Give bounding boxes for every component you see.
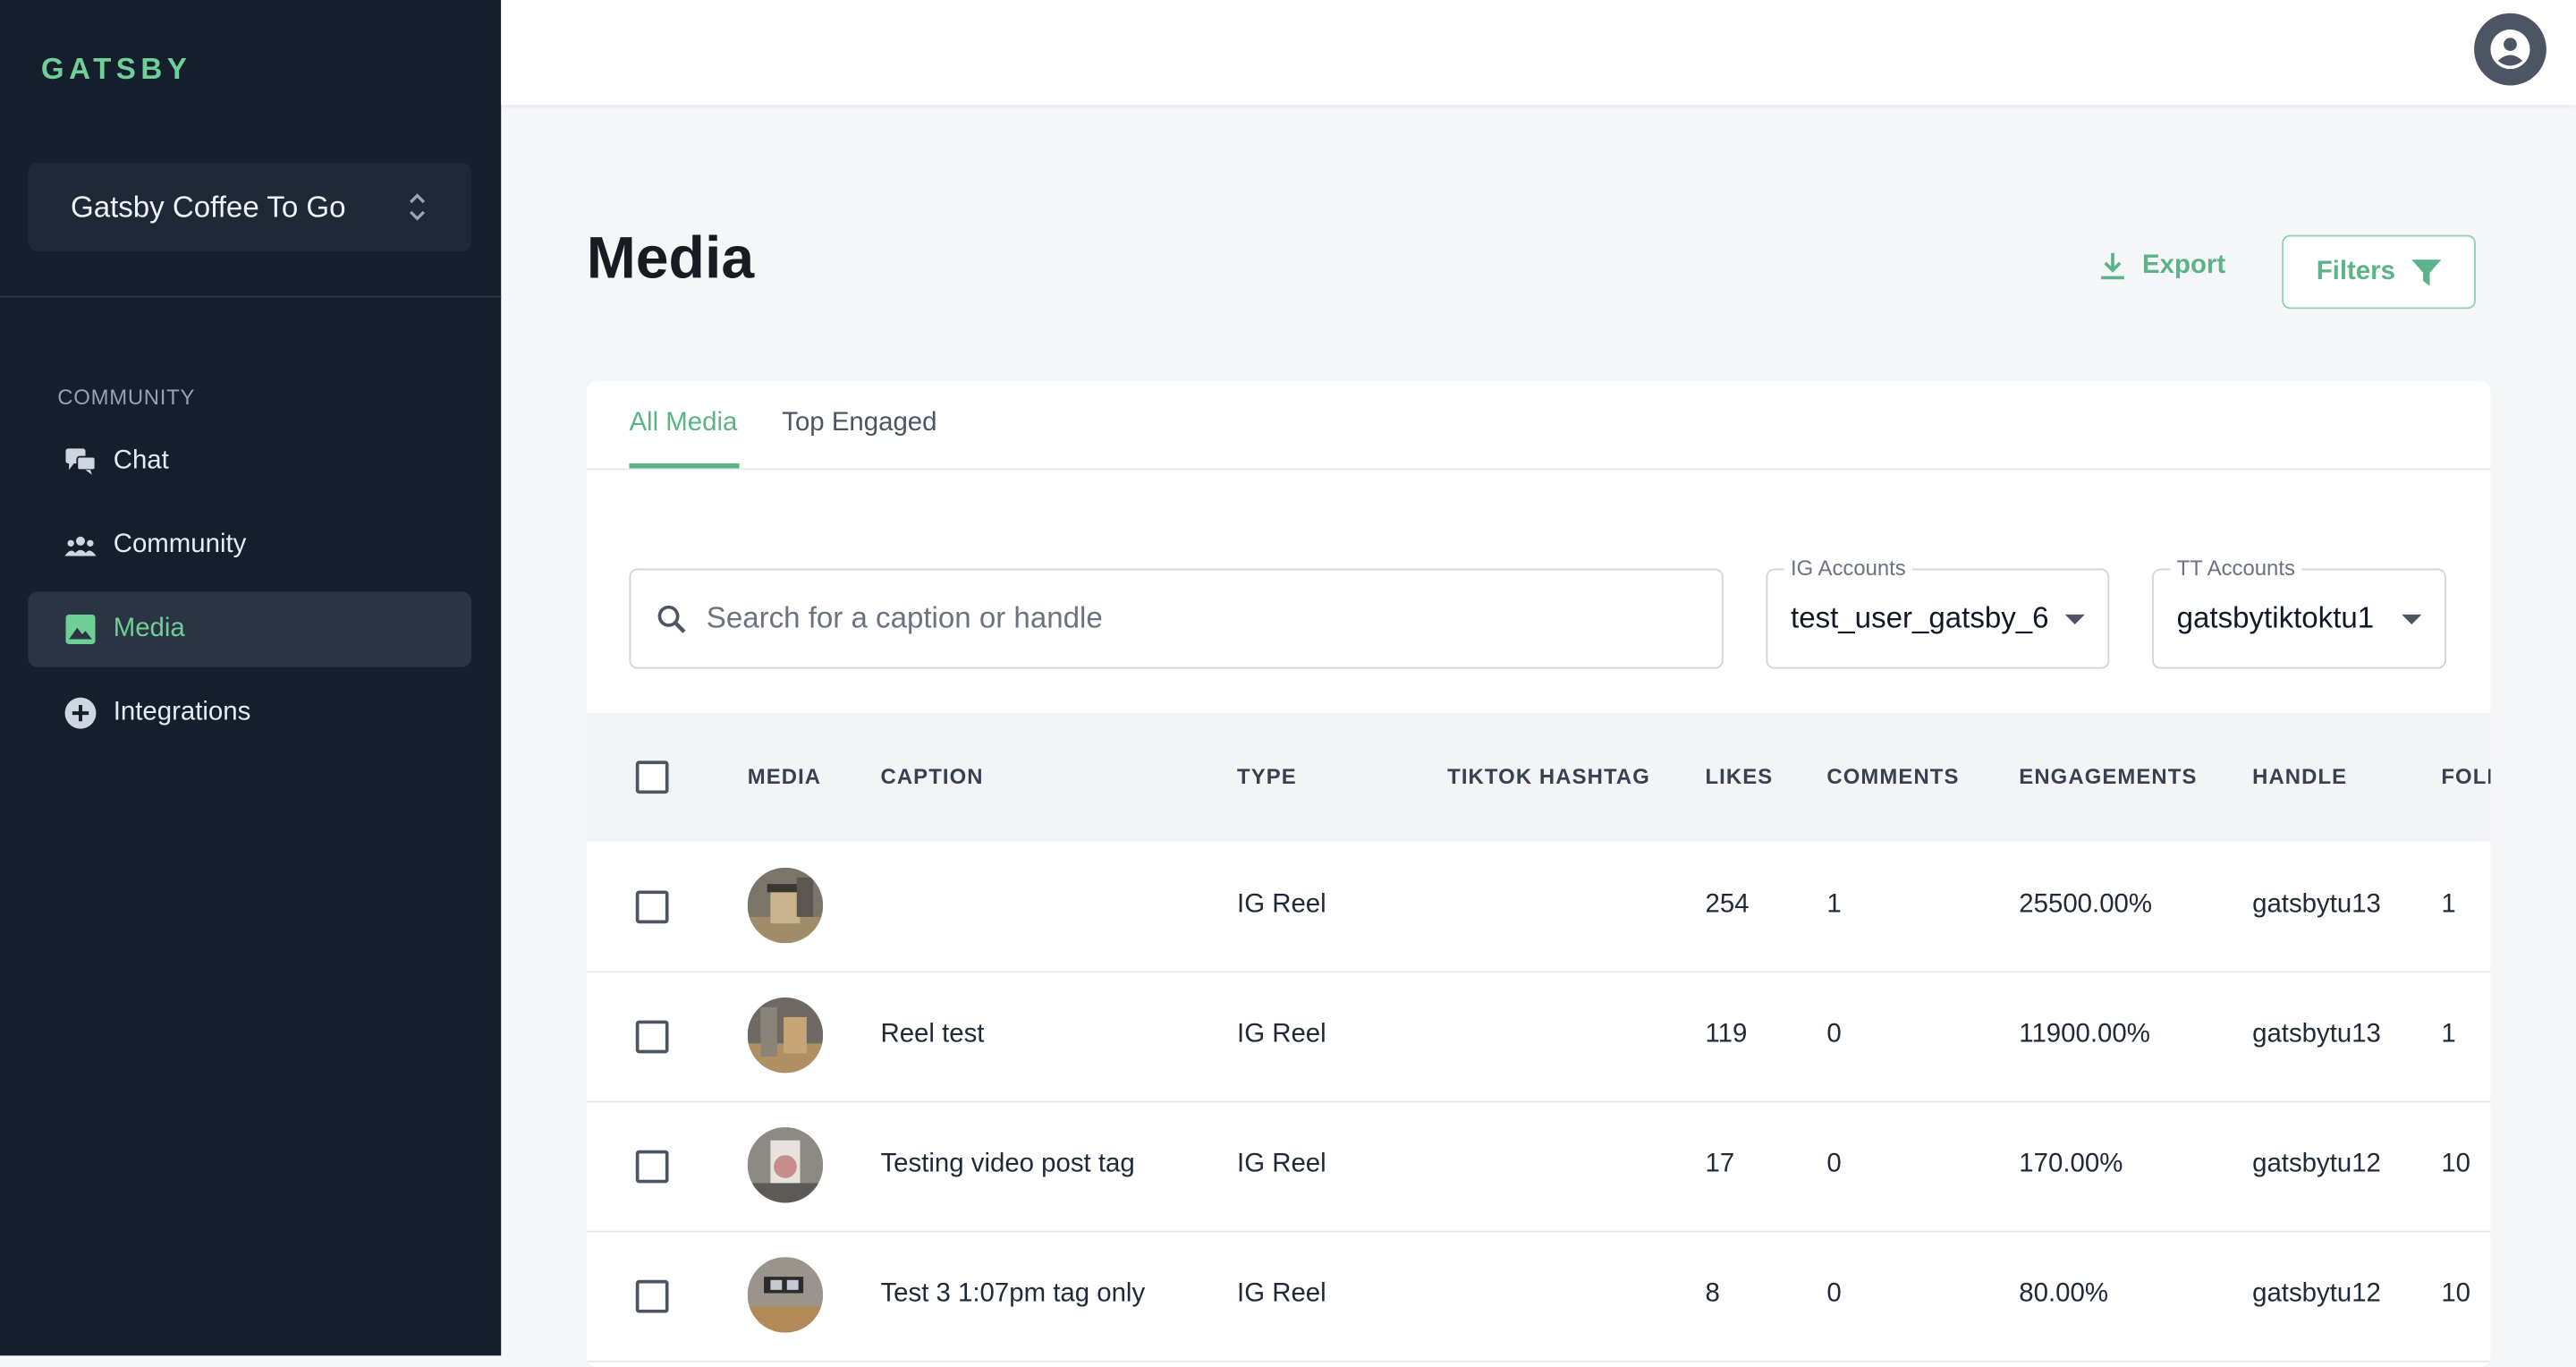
column-header-media[interactable]: MEDIA — [747, 764, 822, 789]
cell-engagements: 170.00% — [2019, 1150, 2123, 1178]
media-thumbnail[interactable] — [747, 1257, 824, 1333]
row-checkbox[interactable] — [635, 890, 669, 924]
column-header-followers[interactable]: FOLL — [2441, 764, 2490, 789]
sidebar-divider — [0, 295, 502, 298]
search-input[interactable] — [703, 599, 1631, 638]
column-header-caption[interactable]: CAPTION — [880, 764, 984, 789]
cell-engagements: 25500.00% — [2019, 890, 2153, 919]
cell-followers: 1 — [2441, 1020, 2456, 1049]
workspace-name: Gatsby Coffee To Go — [70, 190, 346, 223]
cell-followers: 1 — [2441, 890, 2456, 919]
cell-followers: 10 — [2441, 1150, 2471, 1178]
cell-handle: gatsbytu12 — [2252, 1150, 2381, 1178]
tt-accounts-select[interactable]: TT Accounts gatsbytiktoktu1 — [2152, 555, 2446, 669]
cell-handle: gatsbytu12 — [2252, 1279, 2381, 1309]
top-bar — [501, 0, 2576, 106]
export-button[interactable]: Export — [2097, 251, 2225, 281]
cell-caption: Test 3 1:07pm tag only — [880, 1279, 1146, 1309]
row-checkbox[interactable] — [635, 1279, 669, 1313]
column-header-engagements[interactable]: ENGAGEMENTS — [2019, 764, 2198, 789]
cell-comments: 0 — [1826, 1279, 1842, 1309]
workspace-switcher[interactable]: Gatsby Coffee To Go — [28, 162, 472, 252]
media-thumbnail[interactable] — [747, 1126, 824, 1203]
tt-accounts-label: TT Accounts — [2170, 555, 2302, 581]
tab-top-engaged[interactable]: Top Engaged — [782, 409, 937, 437]
cell-type: IG Reel — [1237, 1020, 1326, 1049]
tab-bar: All Media Top Engaged — [586, 381, 2491, 471]
cell-comments: 0 — [1826, 1150, 1842, 1178]
gatsby-logo[interactable]: GATSBY — [40, 52, 192, 86]
cell-comments: 0 — [1826, 1020, 1842, 1049]
account-circle-icon[interactable] — [2474, 13, 2546, 86]
cell-caption: Reel test — [880, 1020, 985, 1049]
cell-comments: 1 — [1826, 890, 1842, 919]
column-header-tiktok-hashtag[interactable]: TIKTOK HASHTAG — [1447, 764, 1650, 789]
table-row[interactable]: IG Reel 254 1 25500.00% gatsbytu13 1 — [586, 841, 2491, 973]
ig-accounts-select[interactable]: IG Accounts test_user_gatsby_6 — [1766, 555, 2110, 669]
sidebar-item-media[interactable]: Media — [28, 591, 472, 667]
cell-engagements: 11900.00% — [2019, 1020, 2150, 1049]
sidebar-item-chat[interactable]: Chat — [28, 424, 471, 499]
column-header-handle[interactable]: HANDLE — [2252, 764, 2348, 789]
sidebar-item-label: Media — [113, 614, 185, 643]
ig-accounts-value: test_user_gatsby_6 — [1791, 601, 2049, 634]
cell-handle: gatsbytu13 — [2252, 890, 2381, 919]
table-row[interactable]: Testing video post tag IG Reel 17 0 170.… — [586, 1101, 2491, 1233]
column-header-comments[interactable]: COMMENTS — [1826, 764, 1960, 789]
chevron-up-down-icon — [410, 193, 426, 221]
caret-down-icon — [2402, 614, 2422, 624]
table-row[interactable]: Reel test IG Reel 119 0 11900.00% gatsby… — [586, 971, 2491, 1103]
cell-likes: 8 — [1705, 1279, 1720, 1309]
funnel-icon — [2411, 259, 2442, 285]
filters-label: Filters — [2316, 257, 2395, 285]
chat-icon — [64, 446, 97, 479]
table-row[interactable]: Test 3 1:07pm tag only IG Reel 8 0 80.00… — [586, 1231, 2491, 1363]
search-field[interactable] — [629, 568, 1724, 669]
cell-likes: 17 — [1705, 1150, 1735, 1178]
select-all-checkbox[interactable] — [635, 760, 669, 794]
column-header-type[interactable]: TYPE — [1237, 764, 1297, 789]
media-card: All Media Top Engaged IG Accounts test_u… — [586, 381, 2491, 1367]
active-tab-indicator — [629, 463, 740, 469]
sidebar-nav: Chat Community Media Integrations — [28, 424, 472, 760]
table-header: MEDIA CAPTION TYPE TIKTOK HASHTAG LIKES … — [586, 713, 2491, 842]
export-label: Export — [2142, 251, 2226, 280]
tt-accounts-value: gatsbytiktoktu1 — [2176, 601, 2375, 634]
download-icon — [2101, 252, 2124, 280]
page-title: Media — [586, 223, 755, 292]
cell-handle: gatsbytu13 — [2252, 1020, 2381, 1049]
cell-type: IG Reel — [1237, 1279, 1326, 1309]
people-icon — [64, 529, 97, 562]
section-label-community: COMMUNITY — [57, 384, 196, 410]
cell-engagements: 80.00% — [2019, 1279, 2108, 1309]
sidebar-item-label: Community — [113, 531, 247, 559]
row-checkbox[interactable] — [635, 1020, 669, 1054]
ig-accounts-label: IG Accounts — [1784, 555, 1913, 581]
plus-circle-icon — [64, 697, 97, 730]
search-icon — [657, 604, 686, 633]
cell-followers: 10 — [2441, 1279, 2471, 1309]
media-thumbnail[interactable] — [747, 997, 824, 1074]
sidebar-item-integrations[interactable]: Integrations — [28, 675, 471, 751]
tab-all-media[interactable]: All Media — [629, 409, 738, 437]
cell-likes: 254 — [1705, 890, 1750, 919]
filters-button[interactable]: Filters — [2282, 234, 2476, 310]
image-icon — [64, 613, 97, 646]
cell-type: IG Reel — [1237, 1150, 1326, 1178]
sidebar-item-community[interactable]: Community — [28, 508, 471, 583]
sidebar: GATSBY Gatsby Coffee To Go COMMUNITY Cha… — [0, 0, 502, 1356]
media-thumbnail[interactable] — [747, 867, 824, 944]
sidebar-item-label: Chat — [113, 446, 169, 475]
cell-type: IG Reel — [1237, 890, 1326, 919]
caret-down-icon — [2064, 614, 2085, 624]
row-checkbox[interactable] — [635, 1150, 669, 1184]
sidebar-item-label: Integrations — [113, 698, 251, 726]
column-header-likes[interactable]: LIKES — [1705, 764, 1774, 789]
cell-likes: 119 — [1705, 1020, 1748, 1049]
cell-caption: Testing video post tag — [880, 1150, 1135, 1178]
